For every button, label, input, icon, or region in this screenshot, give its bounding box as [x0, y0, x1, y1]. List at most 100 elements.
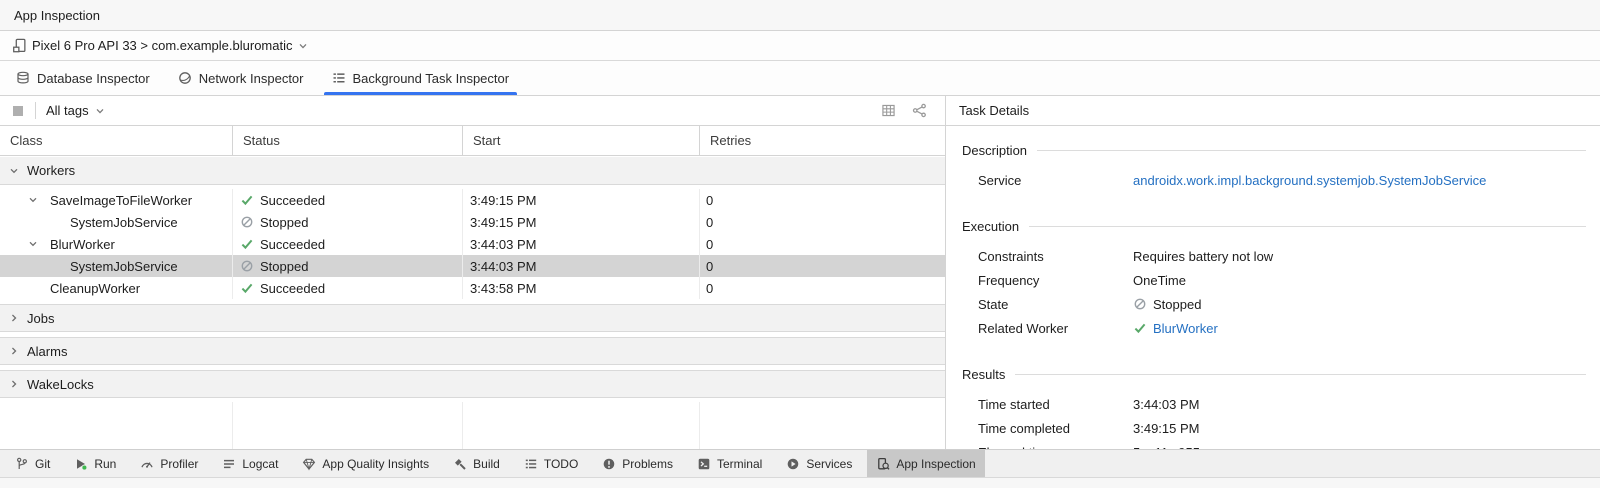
bottom-tab-label: App Inspection	[896, 456, 976, 471]
all-tags-dropdown[interactable]: All tags	[46, 103, 106, 118]
details-section-description: Description Service androidx.work.impl.bac…	[962, 140, 1586, 192]
check-icon	[240, 281, 254, 295]
group-row-wakelocks[interactable]: WakeLocks	[0, 370, 945, 398]
table-row-blurworker[interactable]: BlurWorker Succeeded 3:44:03 PM 0	[0, 233, 945, 255]
bottom-tab-build[interactable]: Build	[444, 450, 509, 477]
tree-chevron-right-icon[interactable]	[8, 312, 20, 324]
tree-chevron-down-icon[interactable]	[26, 194, 40, 206]
table-row-saveimagetofileworker[interactable]: SaveImageToFileWorker Succeeded 3:49:15 PM…	[0, 189, 945, 211]
table-header: Class Status Start Retries	[0, 126, 945, 156]
bottom-tab-app-quality-insights[interactable]: App Quality Insights	[293, 450, 438, 477]
class-cell: SystemJobService	[0, 211, 233, 233]
detail-value: 3:49:15 PM	[1133, 420, 1200, 436]
class-cell: SaveImageToFileWorker	[0, 189, 233, 211]
detail-row-service: Service androidx.work.impl.background.sys…	[962, 168, 1586, 192]
phone-icon	[12, 38, 27, 53]
detail-row-constraints: Constraints Requires battery not low	[962, 244, 1586, 268]
class-name: CleanupWorker	[50, 280, 141, 296]
services-icon	[786, 457, 800, 471]
detail-link[interactable]: BlurWorker	[1153, 320, 1218, 336]
bottom-tab-label: App Quality Insights	[322, 456, 430, 471]
retries-cell: 0	[706, 258, 714, 274]
bottom-tab-profiler[interactable]: Profiler	[131, 450, 207, 477]
group-row-workers[interactable]: Workers	[0, 157, 945, 185]
class-name: BlurWorker	[50, 236, 115, 252]
group-row-alarms[interactable]: Alarms	[0, 337, 945, 365]
table-toolbar: All tags	[0, 96, 945, 126]
status-text: Stopped	[260, 214, 309, 230]
bottom-tab-services[interactable]: Services	[777, 450, 861, 477]
detail-label: Related Worker	[978, 320, 1069, 336]
check-icon	[240, 237, 254, 251]
bottom-tab-todo[interactable]: TODO	[515, 450, 587, 477]
filter-label: All tags	[46, 103, 89, 118]
section-title: Description	[962, 140, 1586, 160]
profiler-icon	[140, 457, 154, 471]
bottom-tab-logcat[interactable]: Logcat	[213, 450, 287, 477]
app-inspection-icon	[876, 457, 890, 471]
status-bar	[0, 477, 1600, 488]
stop-inspection-button[interactable]	[9, 102, 27, 120]
column-header-retries[interactable]: Retries	[710, 133, 752, 148]
table-row-systemjobservice[interactable]: SystemJobService Stopped 3:44:03 PM 0	[0, 255, 945, 277]
tab-active-underline	[170, 92, 312, 95]
globe-icon	[178, 71, 192, 85]
table-view-button[interactable]	[879, 101, 898, 120]
table-row-systemjobservice[interactable]: SystemJobService Stopped 3:49:15 PM 0	[0, 211, 945, 233]
tree-chevron-right-icon[interactable]	[8, 345, 20, 357]
tool-window-bar: Git Run Profiler Logcat App Quality Insights…	[0, 449, 1600, 477]
detail-link[interactable]: androidx.work.impl.background.systemjob.…	[1133, 172, 1487, 188]
retries-cell: 0	[706, 280, 714, 296]
bottom-tab-run[interactable]: Run	[65, 450, 125, 477]
column-header-status[interactable]: Status	[233, 126, 463, 155]
status-cell: Succeeded	[233, 189, 463, 211]
detail-row-elapsed-time: Elapsed time5m 11s 955ms	[962, 440, 1586, 450]
bottom-tab-app-inspection[interactable]: App Inspection	[867, 450, 985, 477]
group-label: Jobs	[27, 310, 55, 326]
table-empty-area	[0, 402, 945, 449]
tree-chevron-down-icon[interactable]	[26, 238, 40, 250]
section-title-text: Description	[962, 142, 1028, 158]
detail-label: Elapsed time	[978, 445, 1133, 450]
tab-label: Database Inspector	[37, 70, 150, 86]
tree-chevron-right-icon[interactable]	[8, 378, 20, 390]
retries-cell: 0	[706, 192, 714, 208]
graph-view-button[interactable]	[910, 101, 929, 120]
git-branch-icon	[15, 457, 29, 471]
task-details-title: Task Details	[959, 103, 1030, 118]
class-name: SystemJobService	[70, 258, 178, 274]
table-row-cleanupworker[interactable]: CleanupWorker Succeeded 3:43:58 PM 0	[0, 277, 945, 299]
device-selector[interactable]: Pixel 6 Pro API 33 > com.example.bluroma…	[12, 38, 309, 53]
bottom-tab-label: Services	[806, 456, 853, 471]
tree-chevron-down-icon[interactable]	[8, 165, 20, 177]
details-section-execution: Execution Constraints Requires battery not…	[962, 216, 1586, 340]
device-label: Pixel 6 Pro API 33 > com.example.bluroma…	[32, 38, 293, 53]
background-task-table-panel: All tags Class Status Start Retries Workers…	[0, 96, 946, 449]
task-details-panel: Task Details Description Service androidx.…	[946, 96, 1600, 449]
column-header-class[interactable]: Class	[0, 126, 233, 155]
detail-label: Constraints	[978, 248, 1044, 264]
detail-label: Time started	[978, 396, 1050, 412]
bottom-tab-terminal[interactable]: Terminal	[688, 450, 771, 477]
bottom-tab-git[interactable]: Git	[6, 450, 59, 477]
bottom-tab-problems[interactable]: Problems	[593, 450, 682, 477]
task-details-header: Task Details	[946, 96, 1600, 126]
problems-icon	[602, 457, 616, 471]
view-mode-buttons	[879, 101, 929, 120]
bottom-tab-label: Logcat	[242, 456, 279, 471]
todo-list-icon	[524, 457, 538, 471]
tab-database-inspector[interactable]: Database Inspector	[2, 61, 164, 95]
detail-value: 3:44:03 PM	[1133, 396, 1200, 412]
tab-network-inspector[interactable]: Network Inspector	[164, 61, 318, 95]
tab-background-task-inspector[interactable]: Background Task Inspector	[318, 61, 524, 95]
details-section-results: Results Time started 3:44:03 PM Time comple…	[962, 364, 1586, 449]
stop-icon	[11, 104, 25, 118]
detail-label: Frequency	[978, 272, 1040, 288]
retries-cell: 0	[706, 236, 714, 252]
detail-row-time-started: Time started 3:44:03 PM	[962, 392, 1586, 416]
status-cell: Stopped	[233, 255, 463, 277]
section-title: Execution	[962, 216, 1586, 236]
status-text: Succeeded	[260, 192, 326, 208]
column-header-start[interactable]: Start	[463, 126, 700, 155]
group-row-jobs[interactable]: Jobs	[0, 304, 945, 332]
